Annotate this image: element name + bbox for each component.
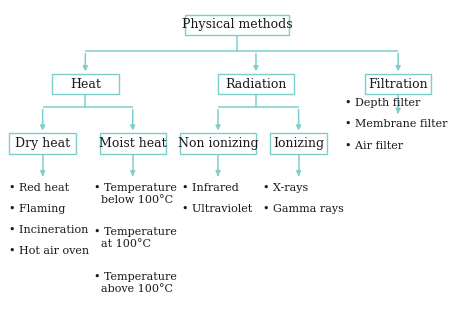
Text: • Gamma rays: • Gamma rays xyxy=(263,204,344,214)
Text: • Air filter: • Air filter xyxy=(345,141,403,151)
FancyBboxPatch shape xyxy=(218,74,294,94)
FancyBboxPatch shape xyxy=(185,15,289,35)
Text: • Hot air oven: • Hot air oven xyxy=(9,246,89,256)
FancyBboxPatch shape xyxy=(100,134,166,154)
Text: • Depth filter: • Depth filter xyxy=(345,98,420,108)
Text: • Temperature
  above 100°C: • Temperature above 100°C xyxy=(94,272,177,295)
Text: • Membrane filter: • Membrane filter xyxy=(345,119,447,129)
Text: • Infrared: • Infrared xyxy=(182,183,239,193)
Text: Dry heat: Dry heat xyxy=(15,137,70,150)
Text: • Temperature
  at 100°C: • Temperature at 100°C xyxy=(94,227,177,250)
Text: Physical methods: Physical methods xyxy=(182,18,292,32)
FancyBboxPatch shape xyxy=(9,134,76,154)
FancyBboxPatch shape xyxy=(52,74,118,94)
Text: Filtration: Filtration xyxy=(368,78,428,91)
FancyBboxPatch shape xyxy=(180,134,256,154)
FancyBboxPatch shape xyxy=(365,74,431,94)
Text: Heat: Heat xyxy=(70,78,101,91)
Text: • X-rays: • X-rays xyxy=(263,183,308,193)
Text: Radiation: Radiation xyxy=(225,78,287,91)
FancyBboxPatch shape xyxy=(270,134,327,154)
Text: Moist heat: Moist heat xyxy=(99,137,166,150)
Text: • Flaming: • Flaming xyxy=(9,204,65,214)
Text: Non ionizing: Non ionizing xyxy=(178,137,258,150)
Text: • Red heat: • Red heat xyxy=(9,183,69,193)
Text: • Ultraviolet: • Ultraviolet xyxy=(182,204,253,214)
Text: Ionizing: Ionizing xyxy=(273,137,324,150)
Text: • Temperature
  below 100°C: • Temperature below 100°C xyxy=(94,183,177,205)
Text: • Incineration: • Incineration xyxy=(9,225,88,235)
